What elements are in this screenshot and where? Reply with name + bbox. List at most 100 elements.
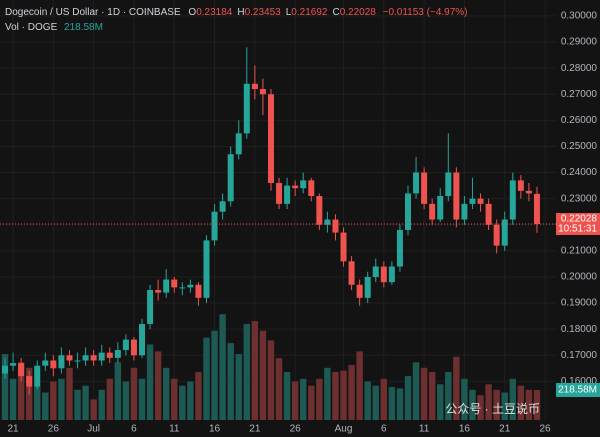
ohlc-value: 0.22028 — [339, 7, 376, 18]
y-tick-label: 0.27000 — [561, 89, 598, 100]
candle-body — [380, 266, 387, 283]
volume-bar — [396, 388, 404, 420]
volume-bar — [372, 385, 379, 420]
volume-bar — [130, 367, 138, 420]
ohlc-label: L — [285, 7, 292, 18]
volume-bar — [66, 367, 73, 420]
ohlc-value: 0.23453 — [244, 7, 281, 18]
y-tick-label: 0.28000 — [561, 63, 598, 74]
volume-bar — [187, 381, 194, 420]
volume-bar — [251, 321, 259, 420]
candle-body — [372, 266, 379, 277]
volume-bar — [219, 314, 226, 420]
volume-bar — [291, 381, 299, 420]
volume-bar — [243, 323, 250, 420]
volume-bar — [90, 399, 97, 420]
volume-bar — [275, 358, 283, 420]
volume-bar — [533, 389, 541, 420]
candle-body — [74, 360, 81, 362]
volume-bar — [179, 385, 186, 420]
change: −0.01153 (−4.97%) — [382, 7, 468, 18]
volume-bar — [308, 385, 315, 420]
volume-bar — [1, 354, 9, 420]
y-tick-label: 0.19000 — [561, 298, 598, 309]
x-tick-label: 21 — [499, 424, 511, 435]
y-tick-label: 0.25000 — [561, 141, 598, 152]
candle-body — [251, 83, 258, 90]
candle-body — [517, 180, 524, 191]
candle-body — [477, 198, 484, 204]
volume-bar — [517, 385, 525, 420]
symbol-title[interactable]: Dogecoin / US Dollar · 1D · COINBASE — [5, 7, 181, 18]
volume-bar — [17, 362, 25, 420]
candle-body — [34, 365, 41, 387]
x-tick-label: 16 — [209, 424, 221, 435]
y-tick-label: 0.30000 — [561, 11, 598, 22]
volume-bar — [428, 371, 436, 420]
candle-body — [453, 172, 460, 220]
candle-body — [332, 219, 339, 233]
volume-bar — [380, 378, 388, 420]
ohlc-label: H — [237, 7, 245, 18]
volume-bar — [82, 385, 89, 420]
legend-header: Dogecoin / US Dollar · 1D · COINBASE O 0.… — [5, 5, 468, 35]
volume-bar — [316, 378, 323, 420]
candle-body — [396, 229, 403, 267]
volume-bar — [171, 378, 178, 420]
candle-body — [42, 360, 49, 366]
y-tick-label: 0.23000 — [561, 193, 598, 204]
candle-body — [130, 339, 137, 356]
candle-body — [501, 219, 508, 246]
volume-bar — [227, 343, 234, 420]
y-tick-label: 0.20000 — [561, 272, 598, 283]
volume-bar — [211, 330, 218, 420]
volume-bar — [332, 371, 339, 420]
x-tick-label: 16 — [459, 424, 471, 435]
volume-bar — [259, 330, 267, 420]
candle-body — [533, 193, 540, 225]
volume-bar — [324, 367, 331, 420]
volume-bar — [203, 337, 210, 420]
volume-row: Vol · DOGE 218.58M — [5, 20, 468, 35]
candle-body — [316, 196, 323, 225]
ohlc-label: O — [188, 7, 197, 18]
x-tick-label: 26 — [48, 424, 60, 435]
volume-bar — [501, 392, 508, 420]
x-tick-label: 26 — [290, 424, 302, 435]
volume-bar — [469, 389, 476, 420]
watermark: 公众号 · 土豆说币 — [445, 401, 540, 416]
volume-value: 218.58M — [64, 22, 103, 33]
candle-body — [106, 352, 113, 358]
candle-body — [147, 290, 154, 324]
candle-body — [122, 339, 129, 351]
candle-body — [235, 133, 242, 155]
candle-body — [243, 83, 250, 134]
y-tick-label: 0.21000 — [561, 245, 598, 256]
volume-label[interactable]: Vol · DOGE — [5, 22, 58, 33]
candle-body — [171, 279, 178, 288]
volume-bar — [146, 344, 154, 420]
candle-body — [461, 203, 468, 220]
volume-bar — [300, 378, 307, 420]
candle-body — [187, 284, 194, 288]
volume-bar — [42, 392, 49, 420]
candle-body — [211, 211, 218, 241]
volume-bar — [477, 395, 484, 420]
candle-body — [267, 94, 274, 183]
ohlc-value: 0.21692 — [291, 7, 328, 18]
volume-bar — [98, 389, 105, 420]
candle-body — [50, 360, 57, 369]
volume-bar — [404, 376, 412, 420]
volume-bar — [340, 370, 347, 420]
volume-bar — [267, 340, 275, 420]
volume-bar — [485, 384, 492, 420]
y-tick-label: 0.18000 — [561, 324, 598, 335]
volume-bar — [461, 378, 468, 420]
x-tick-label: 26 — [539, 424, 551, 435]
candle-body — [276, 182, 283, 204]
volume-bar — [437, 384, 444, 420]
price-badge — [556, 213, 600, 236]
candle-body — [405, 193, 411, 230]
candle-body — [445, 172, 452, 197]
